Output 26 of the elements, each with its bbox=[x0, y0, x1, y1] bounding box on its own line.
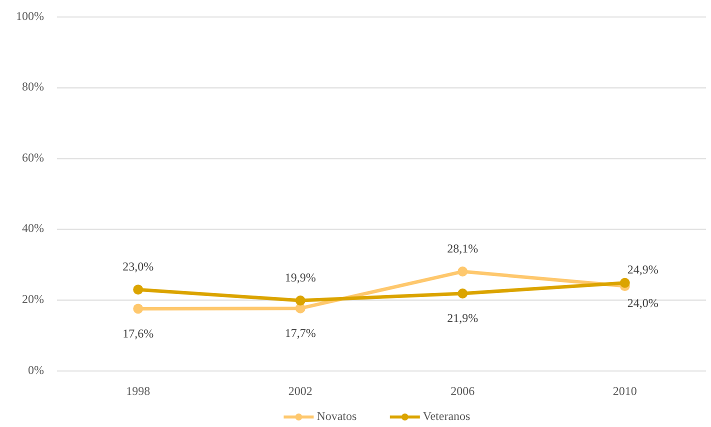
data-label: 24,9% bbox=[627, 262, 658, 277]
point bbox=[458, 288, 468, 298]
x-tick-label: 2002 bbox=[288, 384, 312, 398]
y-tick-label: 20% bbox=[22, 292, 44, 306]
legend-label: Novatos bbox=[316, 408, 358, 423]
y-tick-label: 0% bbox=[28, 362, 44, 377]
data-label: 17,6% bbox=[122, 326, 154, 340]
x-tick-label: 2006 bbox=[450, 384, 475, 398]
data-label: 23,0% bbox=[122, 259, 154, 274]
point bbox=[458, 266, 468, 277]
point bbox=[133, 284, 144, 295]
y-tick-label: 40% bbox=[22, 221, 44, 236]
y-tick-label: 80% bbox=[22, 80, 44, 94]
point bbox=[620, 278, 630, 288]
point bbox=[133, 304, 144, 314]
data-label: 17,7% bbox=[284, 326, 316, 340]
legend-label: Veteranos bbox=[422, 408, 471, 423]
point bbox=[295, 296, 306, 306]
x-tick-label: 2010 bbox=[612, 384, 637, 398]
data-label: 28,1% bbox=[447, 241, 478, 256]
y-tick-label: 60% bbox=[22, 150, 44, 164]
data-label: 21,9% bbox=[447, 311, 478, 326]
y-tick-label: 100% bbox=[16, 8, 44, 23]
data-label: 19,9% bbox=[284, 270, 316, 284]
data-label: 24,0% bbox=[627, 296, 658, 310]
x-tick-label: 1998 bbox=[126, 384, 150, 398]
